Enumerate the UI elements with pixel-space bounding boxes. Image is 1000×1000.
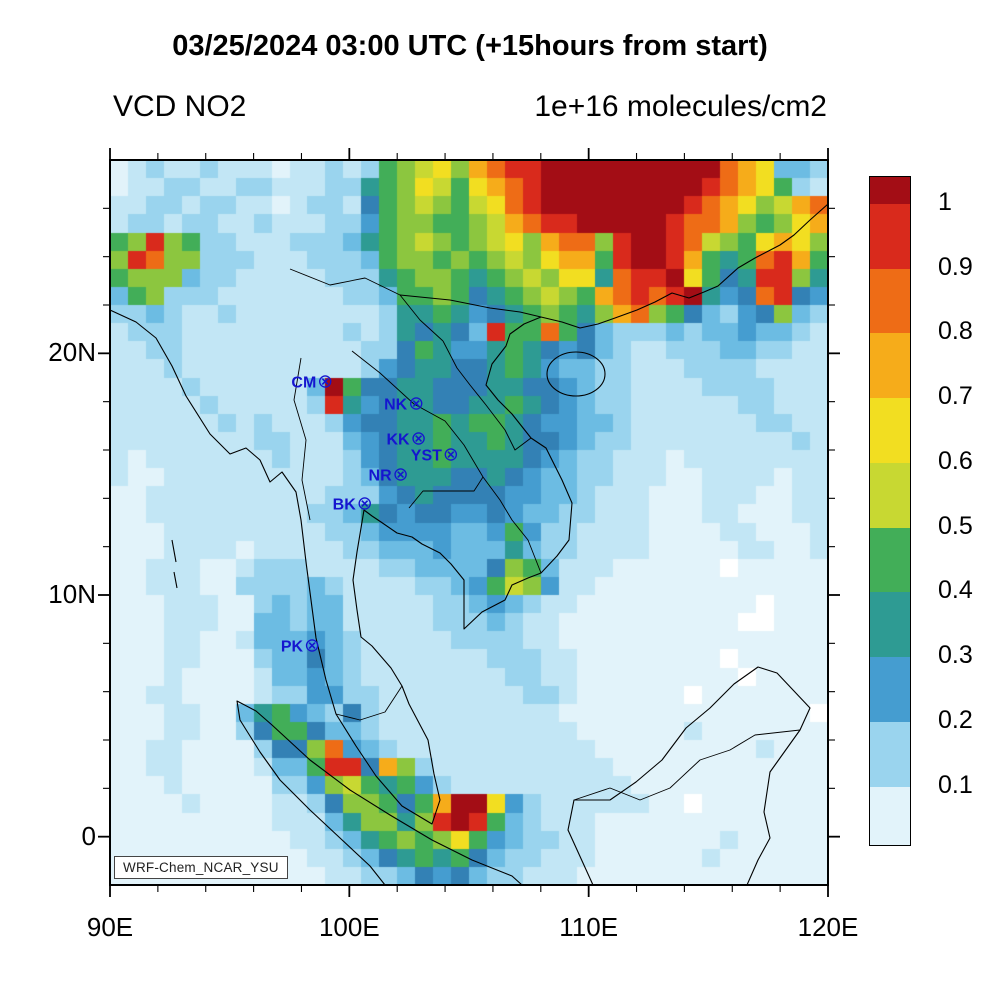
colorbar-band	[870, 203, 910, 269]
station-marker-CM: CM⊗	[291, 373, 333, 392]
station-label: KK	[386, 431, 410, 449]
colorbar	[869, 176, 911, 846]
station-glyph-icon: ⊗	[317, 371, 334, 393]
y-axis-tick-label: 20N	[48, 337, 96, 368]
station-glyph-icon: ⊗	[304, 635, 321, 657]
colorbar-tick-label: 0.9	[938, 252, 973, 281]
colorbar-tick-label: 0.5	[938, 511, 973, 540]
station-label: YST	[410, 447, 442, 465]
x-axis-tick-label: 110E	[559, 912, 619, 942]
colorbar-band	[870, 527, 910, 593]
station-marker-KK: KK⊗	[387, 430, 427, 449]
station-glyph-icon: ⊗	[442, 444, 459, 466]
station-marker-YST: YST⊗	[411, 445, 459, 464]
colorbar-tick-label: 0.4	[938, 576, 973, 605]
main-title: 03/25/2024 03:00 UTC (+15hours from star…	[172, 30, 768, 62]
colorbar-tick-label: 0.2	[938, 706, 973, 735]
station-label: NR	[368, 467, 392, 485]
station-label: NK	[384, 396, 408, 414]
units-title: 1e+16 molecules/cm2	[534, 90, 827, 123]
station-marker-NK: NK⊗	[384, 395, 424, 414]
station-glyph-icon: ⊗	[392, 464, 409, 486]
x-axis-tick-label: 120E	[797, 912, 859, 942]
x-axis-tick-label: 100E	[318, 912, 380, 942]
colorbar-tick-label: 0.1	[938, 770, 973, 799]
colorbar-band	[870, 333, 910, 399]
colorbar-tick-label: 0.6	[938, 446, 973, 475]
colorbar-tick-label: 0.7	[938, 382, 973, 411]
station-marker-NR: NR⊗	[369, 466, 409, 485]
map-plot	[110, 160, 828, 885]
x-axis-tick-label: 90E	[86, 912, 134, 942]
station-label: BK	[332, 496, 356, 514]
station-glyph-icon: ⊗	[408, 393, 425, 415]
station-marker-BK: BK⊗	[333, 495, 373, 514]
station-label: PK	[280, 638, 304, 656]
colorbar-band	[870, 786, 910, 845]
colorbar-tick-label: 0.8	[938, 317, 973, 346]
no2-raster-canvas	[110, 160, 828, 885]
colorbar-tick-label: 0.3	[938, 641, 973, 670]
y-axis-tick-label: 0	[81, 820, 96, 851]
colorbar-tick-label: 1	[938, 187, 952, 216]
colorbar-band	[870, 177, 910, 205]
variable-title: VCD NO2	[113, 90, 247, 123]
station-label: CM	[291, 374, 317, 392]
colorbar-band	[870, 398, 910, 464]
station-marker-PK: PK⊗	[281, 636, 320, 655]
colorbar-band	[870, 268, 910, 334]
colorbar-band	[870, 592, 910, 658]
station-glyph-icon: ⊗	[410, 428, 427, 450]
station-glyph-icon: ⊗	[356, 493, 373, 515]
colorbar-band	[870, 722, 910, 788]
colorbar-band	[870, 462, 910, 529]
colorbar-band	[870, 657, 910, 723]
y-axis-tick-label: 10N	[48, 579, 96, 609]
model-label: WRF-Chem_NCAR_YSU	[114, 856, 288, 879]
